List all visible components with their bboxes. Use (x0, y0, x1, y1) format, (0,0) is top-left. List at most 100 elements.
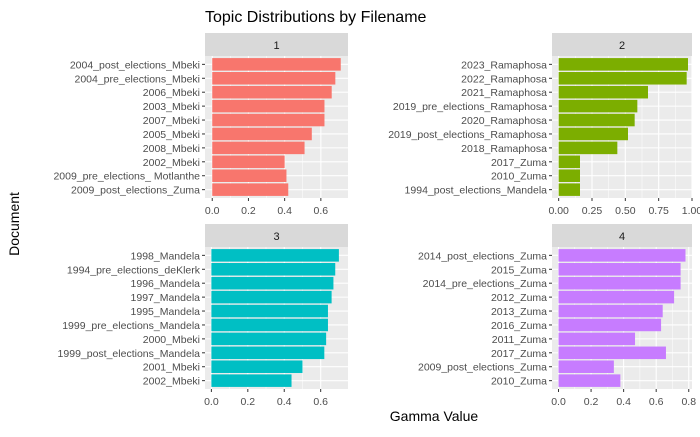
facet-panels: 1 2004_post_elections_Mbeki 2004_pre_elect… (53, 33, 700, 408)
facet-strip-label: 1 (273, 40, 279, 52)
category-label: 2010_Zuma (491, 376, 547, 388)
bar (558, 141, 618, 155)
y-axis-label: Document (6, 192, 22, 256)
bar (558, 318, 662, 332)
category-label: 2018_Ramaphosa (461, 143, 547, 155)
category-label: 2000_Mbeki (143, 334, 200, 346)
bar (558, 155, 580, 169)
x-tick-label: 0.2 (241, 205, 256, 217)
category-label: 2017_Zuma (491, 348, 547, 360)
x-tick-label: 0.50 (615, 205, 636, 217)
x-tick-label: 0.25 (582, 205, 603, 217)
bar (211, 360, 303, 373)
category-label: 2006_Mbeki (143, 87, 200, 99)
category-label: 1998_Mandela (131, 250, 201, 262)
bar (212, 155, 285, 169)
category-label: 2004_post_elections_Mbeki (70, 59, 200, 71)
bar (558, 346, 666, 360)
category-label: 2008_Mbeki (143, 143, 200, 155)
category-label: 2019_post_elections_Ramaphosa (388, 129, 547, 141)
x-tick-label: 1.00 (682, 205, 700, 217)
category-label: 2009_pre_elections_ Motlanthe (53, 171, 200, 183)
category-label: 2020_Ramaphosa (461, 115, 547, 127)
category-label: 2022_Ramaphosa (461, 73, 547, 85)
facet-strip (205, 33, 348, 56)
category-label: 2015_Zuma (491, 264, 547, 276)
bar (211, 332, 327, 346)
bar (212, 85, 332, 99)
bar (558, 276, 681, 290)
x-tick-label: 0.4 (616, 396, 631, 408)
category-label: 1995_Mandela (131, 306, 201, 318)
category-label: 1996_Mandela (131, 278, 201, 290)
category-label: 2017_Zuma (491, 157, 547, 169)
bar (212, 127, 312, 141)
bar (558, 127, 628, 141)
bar (558, 374, 621, 387)
bar (558, 183, 580, 196)
category-label: 2010_Zuma (491, 171, 547, 183)
bar (558, 290, 675, 304)
bar (212, 58, 341, 71)
x-tick-label: 0.4 (277, 205, 292, 217)
category-label: 2011_Zuma (492, 334, 547, 346)
bar (558, 85, 648, 99)
category-label: 2016_Zuma (491, 320, 547, 332)
facet-strip (205, 224, 348, 247)
category-label: 2014_pre_elections_Zuma (423, 278, 547, 290)
category-label: 2003_Mbeki (143, 101, 200, 113)
bar (211, 290, 332, 304)
facet-strip-label: 4 (619, 231, 625, 243)
category-label: 2023_Ramaphosa (461, 59, 547, 71)
bar (558, 360, 614, 373)
category-label: 2007_Mbeki (143, 115, 200, 127)
facet-panel-2: 2 2023_Ramaphosa 2022_Ramaphosa 2021_Ramaph… (388, 33, 700, 217)
category-label: 1999_pre_elections_Mandela (62, 320, 200, 332)
x-tick-label: 0.6 (313, 396, 328, 408)
bar (558, 304, 663, 318)
category-label: 2001_Mbeki (143, 362, 200, 374)
x-tick-label: 0.0 (204, 396, 219, 408)
bar (212, 183, 289, 196)
category-label: 2021_Ramaphosa (461, 87, 547, 99)
facet-panel-3: 3 1998_Mandela 1994_pre_elections_deKlerk 1… (58, 224, 348, 408)
bar (558, 263, 681, 276)
bar (212, 169, 287, 182)
category-label: 2012_Zuma (491, 292, 547, 304)
category-label: 1997_Mandela (131, 292, 201, 304)
category-label: 2009_post_elections_Zuma (71, 185, 200, 197)
facet-strip (552, 33, 692, 56)
bar (212, 99, 325, 113)
bar (558, 332, 636, 346)
bar (558, 72, 687, 85)
category-label: 2004_pre_elections_Mbeki (74, 73, 200, 85)
bar (212, 141, 305, 155)
x-tick-label: 0.2 (241, 396, 256, 408)
bar (211, 276, 334, 290)
x-tick-label: 0.0 (551, 396, 566, 408)
category-label: 2002_Mbeki (143, 157, 200, 169)
category-label: 2002_Mbeki (143, 376, 200, 388)
category-label: 2005_Mbeki (143, 129, 200, 141)
category-label: 2013_Zuma (491, 306, 547, 318)
bar (211, 374, 292, 387)
facet-strip (552, 224, 692, 247)
bar (558, 249, 686, 262)
category-label: 2009_post_elections_Zuma (418, 362, 547, 374)
facet-panel-1: 1 2004_post_elections_Mbeki 2004_pre_elect… (53, 33, 348, 217)
bar (212, 72, 336, 85)
x-tick-label: 0.8 (681, 396, 696, 408)
x-tick-label: 0.75 (648, 205, 669, 217)
x-tick-label: 0.4 (277, 396, 292, 408)
bar (211, 249, 339, 262)
category-label: 1999_post_elections_Mandela (58, 348, 201, 360)
bar (212, 113, 325, 127)
facet-strip-label: 2 (619, 40, 625, 52)
bar (558, 58, 688, 71)
x-tick-label: 0.6 (649, 396, 664, 408)
bar (211, 318, 328, 332)
category-label: 2019_pre_elections_Ramaphosa (393, 101, 547, 113)
category-label: 2014_post_elections_Zuma (418, 250, 547, 262)
